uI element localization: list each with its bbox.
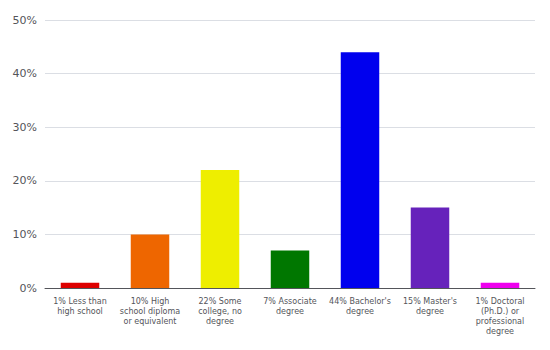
- svg-text:or equivalent: or equivalent: [123, 317, 176, 326]
- svg-text:22% Some: 22% Some: [198, 297, 241, 306]
- svg-text:7% Associate: 7% Associate: [263, 297, 317, 306]
- svg-text:30%: 30%: [13, 121, 37, 134]
- svg-text:1% Doctoral: 1% Doctoral: [475, 297, 524, 306]
- svg-text:degree: degree: [346, 307, 374, 316]
- svg-text:20%: 20%: [13, 174, 37, 187]
- svg-text:0%: 0%: [20, 282, 37, 295]
- svg-text:(Ph.D.) or: (Ph.D.) or: [481, 307, 520, 316]
- svg-text:degree: degree: [486, 327, 514, 336]
- svg-text:college, no: college, no: [198, 307, 242, 316]
- svg-text:1% Less than: 1% Less than: [53, 297, 107, 306]
- svg-text:10% High: 10% High: [131, 297, 170, 306]
- svg-text:40%: 40%: [13, 67, 37, 80]
- svg-text:school diploma: school diploma: [120, 307, 180, 316]
- svg-text:professional: professional: [476, 317, 524, 326]
- svg-text:degree: degree: [276, 307, 304, 316]
- svg-text:15% Master's: 15% Master's: [403, 297, 457, 306]
- svg-text:50%: 50%: [13, 14, 37, 27]
- svg-text:degree: degree: [416, 307, 444, 316]
- svg-text:44% Bachelor's: 44% Bachelor's: [329, 297, 391, 306]
- svg-text:high school: high school: [57, 307, 103, 316]
- svg-text:10%: 10%: [13, 228, 37, 241]
- svg-text:degree: degree: [206, 317, 234, 326]
